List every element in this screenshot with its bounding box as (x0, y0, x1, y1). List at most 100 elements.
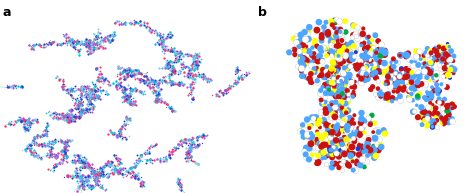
Point (162, 78, 169, 81)
Point (335, 95, 342, 98)
Point (329, 27, 337, 30)
Point (118, 20, 125, 24)
Point (28, 140, 36, 143)
Point (424, 47, 431, 50)
Point (99, 47, 107, 50)
Point (338, 39, 346, 42)
Point (322, 84, 329, 87)
Point (143, 150, 150, 153)
Point (85, 165, 93, 168)
Point (439, 56, 447, 59)
Point (174, 52, 182, 55)
Point (337, 95, 344, 98)
Point (173, 53, 180, 56)
Point (82, 43, 90, 46)
Point (332, 85, 340, 88)
Point (138, 179, 146, 182)
Point (87, 43, 95, 46)
Point (187, 148, 195, 151)
Point (389, 96, 396, 100)
Point (97, 168, 105, 172)
Point (435, 101, 443, 104)
Point (82, 107, 90, 110)
Point (112, 157, 120, 161)
Point (170, 110, 178, 113)
Point (89, 170, 97, 173)
Point (377, 60, 384, 63)
Point (110, 21, 118, 25)
Point (161, 75, 169, 78)
Point (168, 60, 175, 63)
Point (366, 56, 374, 59)
Point (108, 167, 115, 170)
Point (110, 154, 118, 157)
Point (156, 38, 164, 41)
Point (300, 74, 308, 78)
Point (195, 143, 202, 146)
Point (308, 134, 315, 137)
Point (85, 94, 92, 97)
Point (172, 72, 179, 75)
Point (92, 94, 100, 97)
Point (186, 72, 194, 75)
Point (148, 82, 156, 85)
Point (85, 95, 93, 98)
Point (190, 83, 197, 86)
Point (320, 151, 328, 154)
Point (36, 156, 43, 159)
Point (97, 72, 105, 75)
Point (92, 37, 100, 40)
Point (60, 143, 68, 146)
Point (112, 134, 120, 137)
Point (126, 171, 134, 174)
Point (331, 19, 338, 22)
Point (388, 74, 395, 77)
Point (186, 85, 194, 88)
Point (340, 163, 347, 166)
Point (59, 156, 67, 159)
Point (91, 37, 98, 40)
Point (364, 46, 372, 49)
Point (80, 85, 87, 88)
Point (89, 184, 96, 187)
Point (305, 50, 313, 53)
Point (312, 116, 320, 119)
Point (387, 78, 394, 81)
Point (20, 119, 27, 122)
Point (171, 82, 178, 85)
Point (444, 62, 451, 65)
Point (370, 62, 378, 65)
Point (420, 54, 428, 57)
Point (153, 100, 161, 103)
Point (85, 49, 93, 52)
Point (349, 24, 357, 27)
Point (374, 96, 382, 99)
Point (328, 69, 336, 73)
Point (113, 157, 120, 160)
Point (116, 157, 123, 160)
Point (335, 51, 343, 54)
Point (397, 81, 405, 85)
Point (152, 91, 160, 94)
Point (299, 43, 307, 47)
Point (104, 36, 111, 39)
Point (191, 52, 199, 55)
Point (173, 50, 181, 53)
Point (133, 173, 141, 176)
Point (91, 180, 99, 183)
Point (58, 139, 66, 142)
Point (123, 71, 131, 74)
Point (390, 57, 397, 60)
Point (189, 87, 196, 90)
Point (46, 154, 53, 157)
Point (158, 40, 165, 43)
Point (186, 54, 193, 57)
Point (112, 167, 120, 170)
Point (335, 56, 343, 59)
Point (365, 138, 373, 141)
Point (164, 33, 172, 36)
Point (332, 113, 339, 116)
Point (345, 108, 352, 111)
Point (175, 178, 183, 181)
Point (296, 130, 304, 133)
